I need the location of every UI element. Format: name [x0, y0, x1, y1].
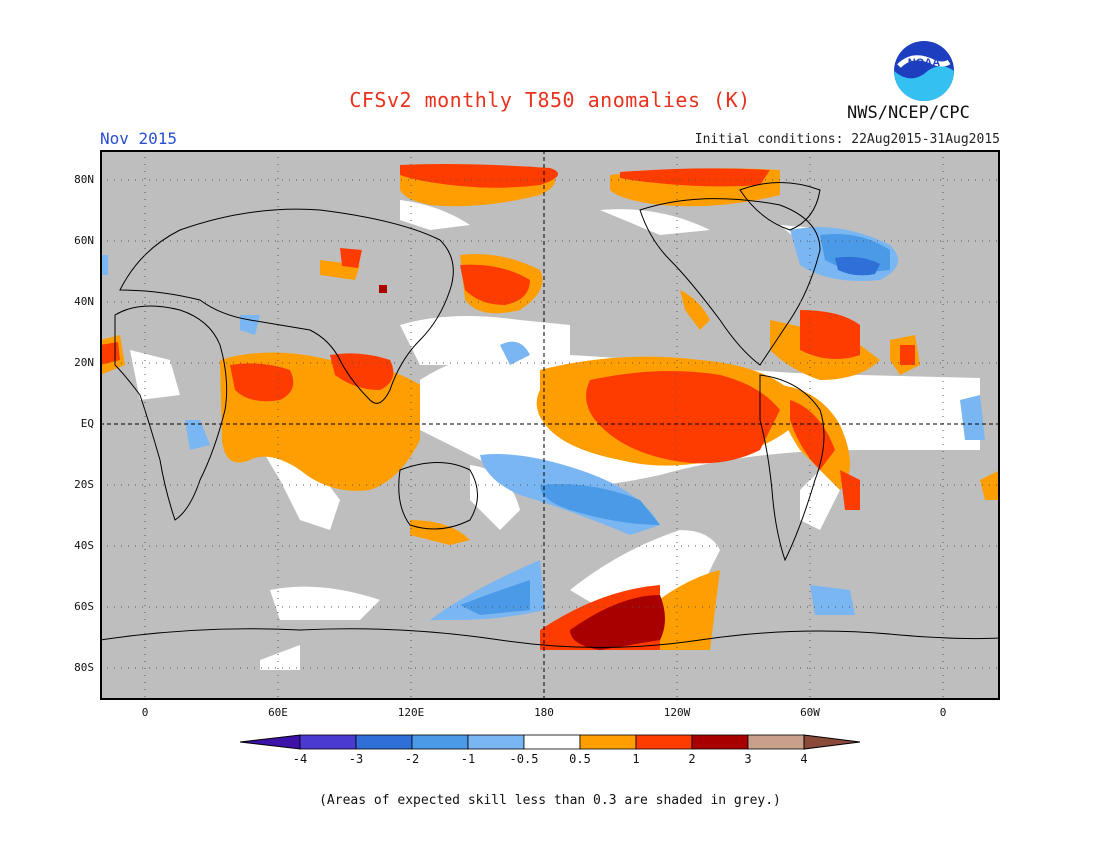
colorbar-segment — [635, 734, 693, 750]
y-label: 40S — [74, 539, 94, 552]
colorbar-tick-label: -1 — [461, 752, 475, 766]
y-label: 40N — [74, 295, 94, 308]
y-label: 80N — [74, 173, 94, 186]
colorbar-segment — [299, 734, 357, 750]
initial-conditions: Initial conditions: 22Aug2015-31Aug2015 — [694, 132, 1000, 147]
skill-note: (Areas of expected skill less than 0.3 a… — [319, 793, 781, 808]
y-label: EQ — [80, 417, 94, 430]
x-label: 60W — [800, 706, 820, 719]
colorbar-segment — [747, 734, 805, 750]
y-label: 60S — [74, 600, 94, 613]
colorbar-tick-label: -0.5 — [510, 752, 539, 766]
x-label: 120W — [663, 706, 691, 719]
colorbar-tick-label: 1 — [632, 752, 639, 766]
y-label: 20S — [74, 478, 94, 491]
color-legend: -4 -3 -2 -1 -0.5 0.5 1 2 3 4 — [239, 733, 861, 773]
colorbar-segment — [467, 734, 525, 750]
colorbar-segment — [523, 734, 581, 750]
colorbar-tick-label: -2 — [405, 752, 419, 766]
graticule — [100, 150, 1000, 700]
chart-title: CFSv2 monthly T850 anomalies (K) — [349, 88, 751, 112]
colorbar-arrow-right — [803, 734, 861, 750]
negative-anomaly-strong — [835, 256, 880, 276]
x-label: 120E — [397, 706, 425, 719]
colorbar-segment — [355, 734, 413, 750]
y-label: 80S — [74, 661, 94, 674]
x-label: 0 — [939, 706, 947, 719]
colorbar-tick-label: 3 — [744, 752, 751, 766]
colorbar-tick-label: -4 — [293, 752, 307, 766]
x-label: 180 — [534, 706, 554, 719]
colorbar-tick-label: 0.5 — [569, 752, 591, 766]
colorbar-segment — [579, 734, 637, 750]
colorbar-tick-label: 2 — [688, 752, 695, 766]
logo-text: NOAA — [908, 57, 940, 69]
colorbar-segment — [411, 734, 469, 750]
noaa-logo: NOAA — [893, 40, 955, 102]
positive-anomaly-strong — [379, 285, 665, 650]
colorbar-segment — [691, 734, 749, 750]
x-label: 0 — [141, 706, 149, 719]
colorbar-tick-label: -3 — [349, 752, 363, 766]
colorbar-arrow-left — [239, 734, 301, 750]
y-label: 60N — [74, 234, 94, 247]
x-label: 60E — [268, 706, 288, 719]
anomaly-map — [99, 150, 1001, 700]
colorbar-tick-label: 4 — [800, 752, 807, 766]
coastlines — [99, 182, 1001, 648]
y-label: 20N — [74, 356, 94, 369]
agency-label: NWS/NCEP/CPC — [847, 103, 970, 123]
forecast-month: Nov 2015 — [100, 129, 178, 148]
